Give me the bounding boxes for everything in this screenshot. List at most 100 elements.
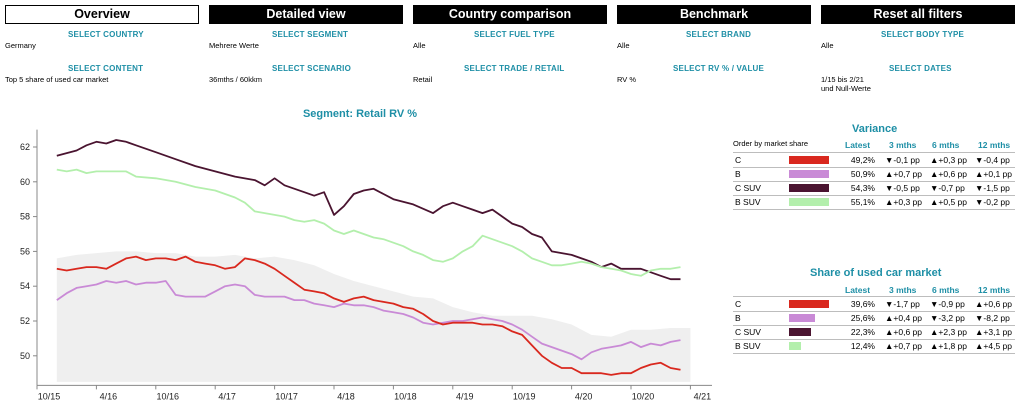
share-6m-change: ▼-0,9 pp <box>930 299 965 309</box>
variance-6m-change: ▲+0,6 pp <box>930 169 968 179</box>
variance-title: Variance <box>852 123 898 135</box>
order-by-label[interactable]: Order by market share <box>733 139 809 148</box>
variance-latest-value: 49,2% <box>850 155 875 165</box>
share-12m-change: ▲+4,5 pp <box>975 341 1013 351</box>
range-band <box>56 251 691 382</box>
share-color-bar <box>789 342 802 350</box>
x-tick-label: 10/19 <box>513 391 536 401</box>
series-line-3 <box>56 255 681 376</box>
chart-title: Segment: Retail RV % <box>302 108 418 120</box>
variance-latest-value: 50,9% <box>850 169 875 179</box>
variance-latest-value: 54,3% <box>850 183 875 193</box>
variance-color-bar <box>789 198 829 206</box>
share-3m-change: ▲+0,4 pp <box>885 313 923 323</box>
variance-row-label: C <box>735 155 742 165</box>
share-row-label: B <box>735 313 741 323</box>
rv-filter-label[interactable]: SELECT RV % / VALUE <box>673 64 765 73</box>
share-color-bar <box>789 314 815 322</box>
variance-header-latest: Latest <box>845 140 871 150</box>
rv-filter-value[interactable]: RV % <box>617 75 637 84</box>
variance-6m-change: ▼-0,7 pp <box>930 183 965 193</box>
share-6m-change: ▲+1,8 pp <box>930 341 968 351</box>
share-3m-change: ▲+0,6 pp <box>885 327 923 337</box>
x-tick-label: 10/18 <box>394 391 417 401</box>
share-header-latest: Latest <box>845 285 871 295</box>
scenario-filter-value[interactable]: 36mths / 60kkm <box>209 75 262 84</box>
brand-filter-value[interactable]: Alle <box>617 41 630 50</box>
x-tick-label: 4/20 <box>575 391 593 401</box>
share-latest-value: 12,4% <box>850 341 875 351</box>
fuel-filter-value[interactable]: Alle <box>413 41 426 50</box>
y-tick-label: 52 <box>20 316 30 326</box>
share-color-bar <box>789 328 812 336</box>
body-type-filter-value[interactable]: Alle <box>821 41 834 50</box>
share-3m-change: ▼-1,7 pp <box>885 299 920 309</box>
variance-row-divider <box>733 167 1015 168</box>
variance-header-12m: 12 mths <box>978 140 1011 150</box>
variance-row-label: B SUV <box>735 197 761 207</box>
content-filter-value[interactable]: Top 5 share of used car market <box>5 75 109 84</box>
y-tick-label: 54 <box>20 281 30 291</box>
share-row-divider <box>733 339 1015 340</box>
share-color-bar <box>789 300 829 308</box>
segment-filter-value[interactable]: Mehrere Werte <box>209 41 259 50</box>
variance-12m-change: ▼-0,4 pp <box>975 155 1010 165</box>
variance-header-3m: 3 mths <box>889 140 917 150</box>
trade-filter-label[interactable]: SELECT TRADE / RETAIL <box>464 64 565 73</box>
body-type-filter-label[interactable]: SELECT BODY TYPE <box>881 30 965 39</box>
variance-row-divider <box>733 181 1015 182</box>
x-tick-label: 4/19 <box>456 391 474 401</box>
y-tick-label: 62 <box>20 142 30 152</box>
segment-filter-label[interactable]: SELECT SEGMENT <box>272 30 349 39</box>
share-12m-change: ▲+3,1 pp <box>975 327 1013 337</box>
brand-filter-label[interactable]: SELECT BRAND <box>686 30 752 39</box>
dates-filter-label[interactable]: SELECT DATES <box>889 64 952 73</box>
fuel-filter-label[interactable]: SELECT FUEL TYPE <box>474 30 555 39</box>
x-tick-label: 10/15 <box>38 391 61 401</box>
share-6m-change: ▼-3,2 pp <box>930 313 965 323</box>
x-tick-label: 4/17 <box>218 391 236 401</box>
country-filter-label[interactable]: SELECT COUNTRY <box>68 30 144 39</box>
variance-color-bar <box>789 156 829 164</box>
scenario-filter-label[interactable]: SELECT SCENARIO <box>272 64 352 73</box>
content-filter-label[interactable]: SELECT CONTENT <box>68 64 144 73</box>
share-header-6m: 6 mths <box>932 285 960 295</box>
tab-overview[interactable]: Overview <box>5 5 199 24</box>
variance-color-bar <box>789 170 829 178</box>
tab-detailed-view[interactable]: Detailed view <box>209 5 403 24</box>
variance-header-divider <box>733 152 1015 153</box>
rv-line-chart: 50 52 54 56 58 60 62 10/15 4/16 10/16 4/17 10/17 4/1… <box>20 129 712 401</box>
share-12m-change: ▲+0,6 pp <box>975 299 1013 309</box>
dates-value-line-1: 1/15 bis 2/21 <box>821 75 864 84</box>
variance-color-bar <box>789 184 829 192</box>
x-tick-label: 4/18 <box>337 391 355 401</box>
variance-6m-change: ▲+0,3 pp <box>930 155 968 165</box>
variance-6m-change: ▲+0,5 pp <box>930 197 968 207</box>
series-line-0 <box>56 139 681 281</box>
variance-latest-value: 55,1% <box>850 197 875 207</box>
tab-country-comparison[interactable]: Country comparison <box>413 5 607 24</box>
share-latest-value: 25,6% <box>850 313 875 323</box>
dates-filter-value[interactable]: 1/15 bis 2/21 und Null-Werte <box>821 75 871 93</box>
variance-3m-change: ▼-0,1 pp <box>885 155 920 165</box>
dates-value-line-2: und Null-Werte <box>821 84 871 93</box>
share-6m-change: ▲+2,3 pp <box>930 327 968 337</box>
variance-row-label: C SUV <box>735 183 761 193</box>
reset-filters-button[interactable]: Reset all filters <box>821 5 1015 24</box>
x-tick-label: 4/16 <box>100 391 118 401</box>
y-tick-label: 56 <box>20 246 30 256</box>
tab-benchmark[interactable]: Benchmark <box>617 5 811 24</box>
x-tick-label: 4/21 <box>694 391 712 401</box>
country-filter-value[interactable]: Germany <box>5 41 36 50</box>
variance-row-divider <box>733 195 1015 196</box>
share-header-3m: 3 mths <box>889 285 917 295</box>
share-title: Share of used car market <box>810 267 942 279</box>
variance-3m-change: ▼-0,5 pp <box>885 183 920 193</box>
variance-3m-change: ▲+0,7 pp <box>885 169 923 179</box>
variance-row-label: B <box>735 169 741 179</box>
trade-filter-value[interactable]: Retail <box>413 75 433 84</box>
share-row-label: C SUV <box>735 327 761 337</box>
y-tick-label: 60 <box>20 177 30 187</box>
share-row-divider <box>733 311 1015 312</box>
share-row-divider <box>733 325 1015 326</box>
